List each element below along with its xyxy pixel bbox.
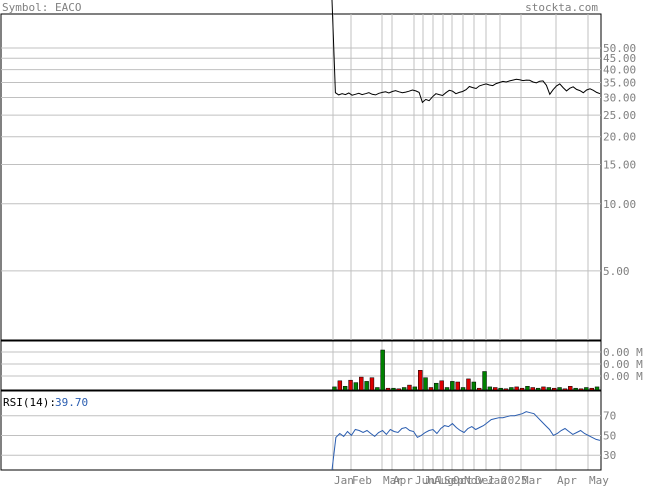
volume-bar	[514, 386, 519, 391]
volume-bar	[562, 388, 568, 391]
volume-bar	[418, 370, 423, 391]
volume-bar	[460, 387, 466, 391]
volume-bar	[493, 387, 498, 391]
x-tick-label: 2025	[501, 474, 528, 486]
rsi-frame	[0, 390, 602, 471]
volume-bar	[401, 387, 407, 391]
volume-bar	[552, 387, 557, 391]
volume-bar	[380, 349, 385, 391]
rsi-label: RSI(14):	[3, 396, 56, 409]
volume-bar	[471, 381, 477, 391]
x-tick-label: Nov	[464, 474, 484, 486]
volume-bar	[498, 387, 503, 391]
volume-tick-label: 0.00 M	[603, 370, 643, 383]
price-tick-label: 40.00	[603, 64, 636, 77]
volume-bar	[412, 386, 418, 391]
volume-bar	[342, 386, 348, 391]
price-tick-label: 5.00	[603, 265, 630, 278]
volume-tick-label: 0.00 M	[603, 346, 643, 359]
x-tick-label: Jul	[424, 474, 444, 486]
x-tick-label: Feb	[352, 474, 372, 486]
site-label: stockta.com	[525, 1, 598, 14]
volume-bar	[589, 387, 594, 391]
rsi-value: 39.70	[55, 396, 88, 409]
volume-bar	[391, 387, 396, 391]
volume-bar	[509, 387, 514, 391]
rsi-tick-label: 30	[603, 449, 616, 462]
volume-bar	[573, 387, 578, 391]
price-tick-label: 20.00	[603, 131, 636, 144]
volume-bar	[525, 386, 530, 391]
volume-bar	[450, 381, 455, 391]
volume-bar	[578, 388, 584, 391]
x-tick-label: Apr	[557, 474, 577, 486]
volume-tick-label: 0.00 M	[603, 358, 643, 371]
volume-bar	[476, 387, 482, 391]
volume-bar	[369, 377, 375, 391]
x-tick-label: Aug	[434, 474, 454, 486]
price-tick-label: 35.00	[603, 77, 636, 90]
volume-bar	[359, 376, 364, 391]
rsi-panel: 70 50 30	[0, 390, 616, 471]
volume-panel: 0.00 M0.00 M0.00 M	[0, 340, 643, 391]
x-tick-label: Mar	[522, 474, 542, 486]
volume-bar	[519, 387, 525, 391]
x-tick-label: Mar	[383, 474, 403, 486]
x-tick-label: Jun	[415, 474, 435, 486]
volume-bar	[332, 386, 337, 391]
x-tick-label: Apr	[393, 474, 413, 486]
price-tick-label: 30.00	[603, 91, 636, 104]
volume-bar	[546, 387, 552, 391]
volume-bar	[434, 382, 439, 391]
volume-bar	[375, 387, 380, 391]
rsi-tick-label: 70	[603, 410, 616, 423]
x-tick-label: Jan	[487, 474, 507, 486]
volume-bar	[353, 382, 359, 391]
volume-bar	[466, 378, 471, 391]
price-tick-label: 15.00	[603, 159, 636, 172]
rsi-line	[331, 411, 601, 471]
volume-bar	[487, 386, 493, 391]
volume-bar	[337, 380, 343, 391]
x-tick-label: Jan	[334, 474, 354, 486]
volume-bar	[407, 384, 412, 391]
price-frame	[0, 13, 602, 341]
x-tick-label: Sep	[444, 474, 464, 486]
price-tick-label: 45.00	[603, 52, 636, 65]
volume-bar	[423, 377, 428, 391]
volume-bar	[557, 387, 562, 391]
volume-bar	[455, 381, 460, 391]
price-tick-label: 50.00	[603, 42, 636, 55]
volume-bar	[503, 388, 509, 391]
symbol-label: Symbol: EACO	[2, 1, 81, 14]
volume-bar	[444, 387, 450, 391]
volume-bar	[348, 379, 353, 391]
volume-bar	[482, 371, 487, 391]
volume-frame	[0, 340, 602, 391]
volume-bar	[530, 387, 535, 391]
rsi-tick-label: 50	[603, 429, 616, 442]
volume-bar	[541, 386, 546, 391]
volume-bar	[385, 387, 391, 391]
volume-bar	[535, 387, 541, 391]
x-tick-label: Oct	[453, 474, 473, 486]
price-tick-label: 25.00	[603, 109, 636, 122]
x-tick-label: May	[589, 474, 609, 486]
volume-bar	[364, 381, 369, 391]
volume-bar	[584, 387, 589, 391]
volume-bar	[568, 386, 573, 391]
volume-bar	[428, 387, 434, 391]
volume-bar	[594, 386, 600, 391]
volume-bar	[439, 380, 444, 391]
price-tick-label: 10.00	[603, 198, 636, 211]
x-tick-label: Dec	[475, 474, 495, 486]
volume-bar	[396, 388, 401, 391]
price-line	[331, 0, 601, 104]
